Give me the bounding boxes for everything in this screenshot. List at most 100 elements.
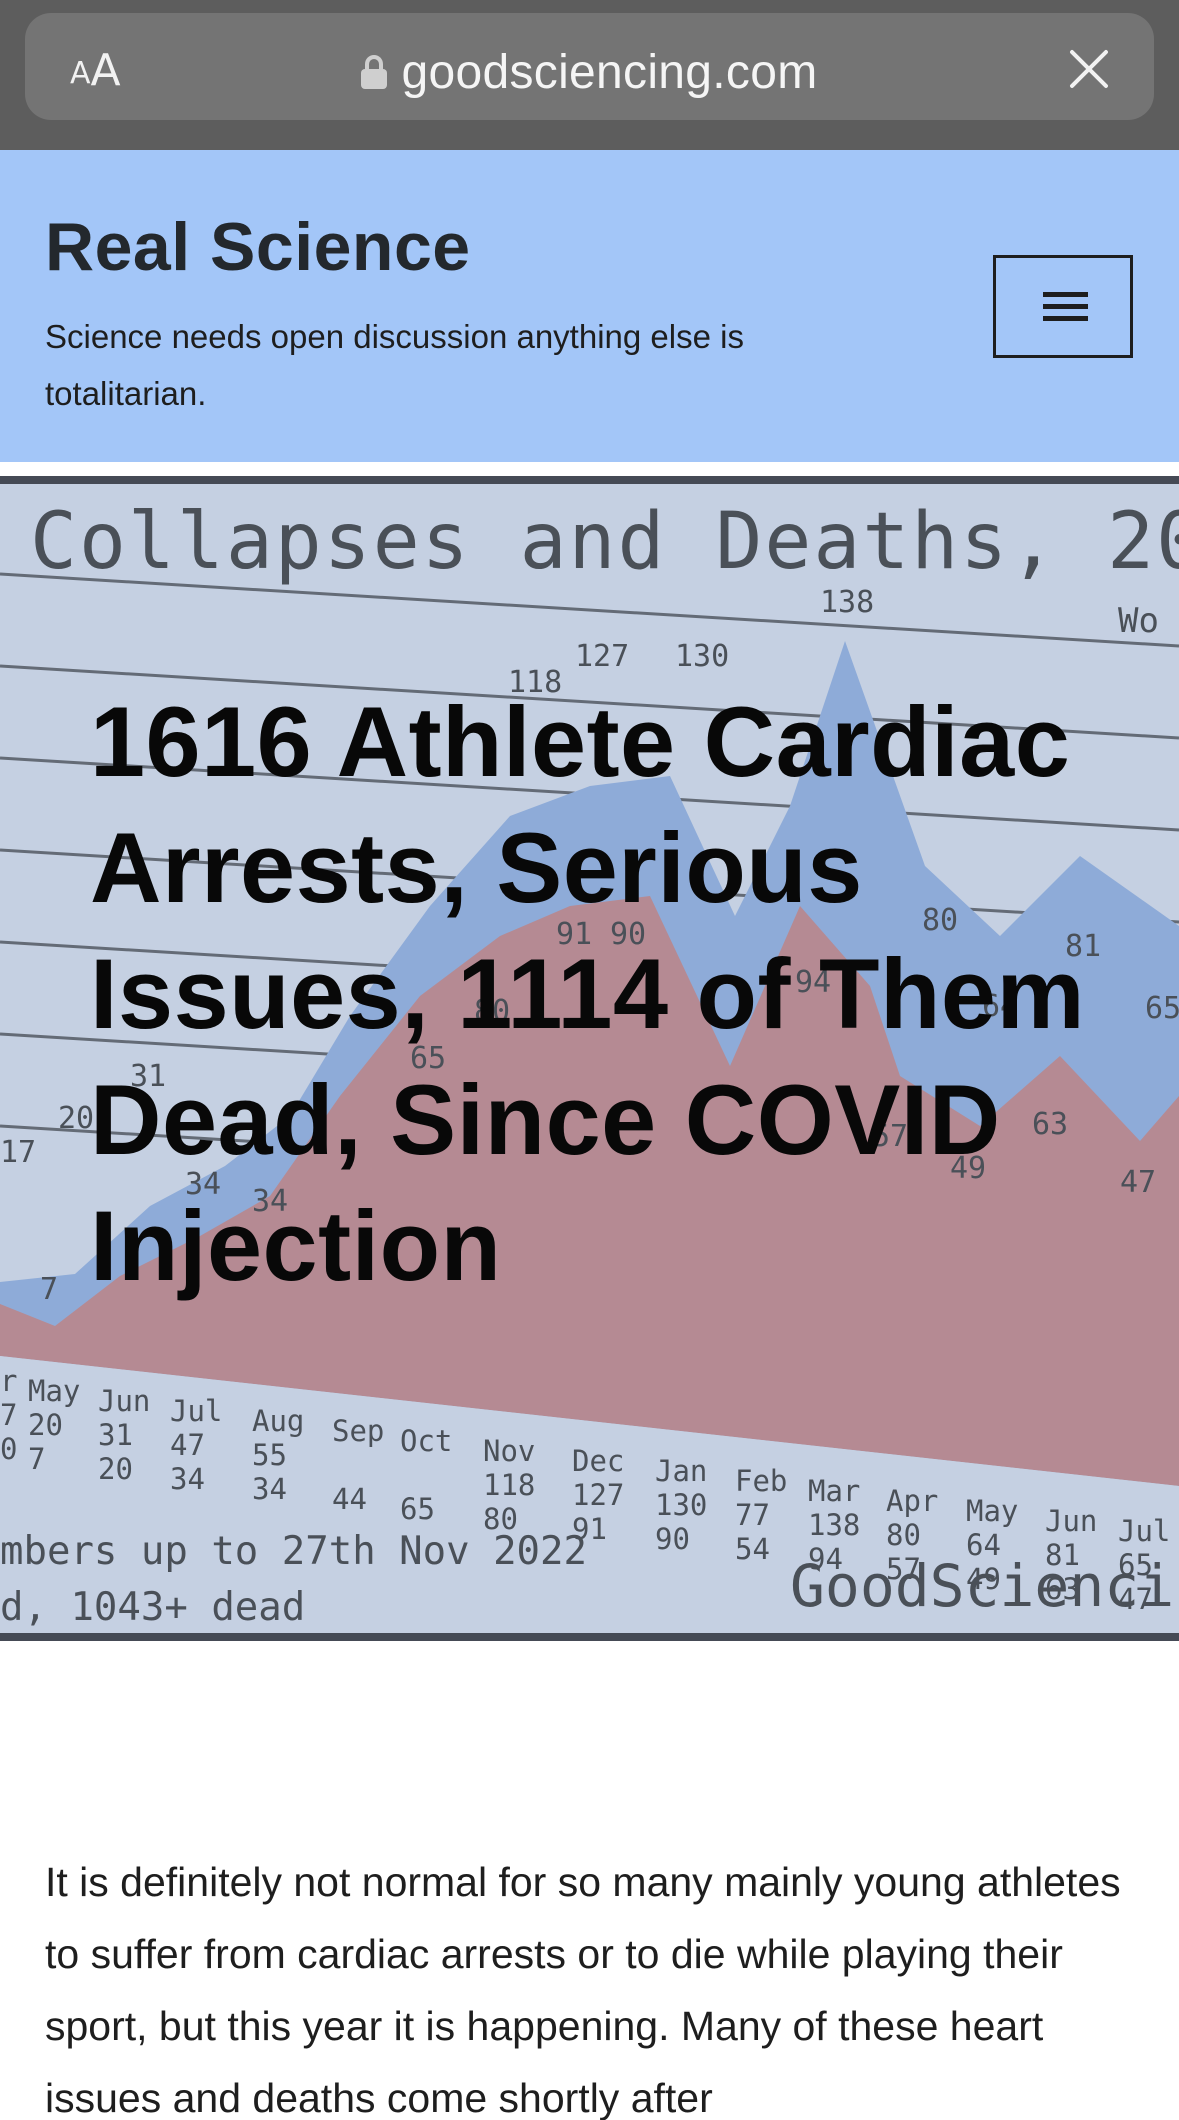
month-value-label: 44 <box>332 1482 367 1516</box>
site-title[interactable]: Real Science <box>45 209 471 285</box>
month-tick-label: Apr <box>886 1484 938 1518</box>
collapses-peak-label: 127 <box>575 639 629 674</box>
text-size-large-glyph: A <box>90 45 121 96</box>
deaths-area <box>0 896 1179 1486</box>
image-watermark: GoodScienci <box>790 1552 1174 1620</box>
collapses-peak-label: 64 <box>982 989 1018 1024</box>
collapses-peak-label: 31 <box>130 1059 166 1094</box>
footer-line-2: d, 1043+ dead <box>0 1585 305 1630</box>
collapses-peak-label: 138 <box>820 585 874 620</box>
post-hero: Collapses and Deaths, 202 Wo 17 20 31 118 12… <box>0 462 1179 1662</box>
month-tick-label: May <box>28 1374 80 1408</box>
month-tick-label: Jun <box>98 1384 150 1418</box>
month-value-label: 80 <box>886 1518 921 1552</box>
site-tagline: Science needs open discussion anything e… <box>45 318 744 412</box>
month-value-label: 34 <box>252 1472 287 1506</box>
text-size-small-glyph: A <box>70 56 91 91</box>
month-value-label: 65 <box>1118 1548 1153 1582</box>
chart-month-labels: r70May207Jun3120Jul4734Aug5534Sep44Oct65… <box>0 1364 1170 1616</box>
collapses-peak-label: 130 <box>675 639 729 674</box>
month-value-label: 80 <box>483 1502 518 1536</box>
featured-image-frame-top <box>0 476 1179 484</box>
month-tick-label: Oct <box>400 1424 452 1458</box>
deaths-peak-label: 90 <box>610 917 646 952</box>
month-tick-label: May <box>966 1494 1018 1528</box>
month-value-label: 49 <box>966 1562 1001 1596</box>
month-value-label: 7 <box>0 1398 17 1432</box>
deaths-peak-label: 49 <box>950 1151 986 1186</box>
deaths-peak-label: 80 <box>474 994 510 1029</box>
month-tick-label: Dec <box>572 1444 624 1478</box>
month-tick-label: Feb <box>735 1464 787 1498</box>
axis-band <box>0 1356 1179 1633</box>
month-value-label: 64 <box>966 1528 1001 1562</box>
deaths-peak-label: 91 <box>556 917 592 952</box>
chart-peak-labels: 17 20 31 118 127 130 138 80 64 81 65 7 34 34 65 80 91 90 9… <box>0 585 1179 1307</box>
month-value-label: 20 <box>98 1452 133 1486</box>
close-icon[interactable] <box>1064 43 1114 93</box>
url-display[interactable]: goodsciencing.com <box>25 49 1154 97</box>
month-tick-label: Mar <box>808 1474 860 1508</box>
deaths-peak-label: 57 <box>872 1119 908 1154</box>
deaths-peak-label: 34 <box>252 1184 288 1219</box>
month-value-label: 57 <box>886 1552 921 1586</box>
month-value-label: 81 <box>1045 1538 1080 1572</box>
hamburger-icon-line <box>1043 316 1088 321</box>
month-tick-label: Jul <box>1118 1514 1170 1548</box>
month-value-label: 90 <box>655 1522 690 1556</box>
month-value-label: 7 <box>28 1442 45 1476</box>
month-tick-label: Sep <box>332 1414 384 1448</box>
month-tick-label: Nov <box>483 1434 535 1468</box>
month-value-label: 118 <box>483 1468 535 1502</box>
month-value-label: 47 <box>1118 1582 1153 1616</box>
deaths-peak-label: 63 <box>1032 1107 1068 1142</box>
collapses-peak-label: 118 <box>508 665 562 700</box>
month-value-label: 0 <box>0 1432 17 1466</box>
deaths-peak-label: 47 <box>1120 1165 1156 1200</box>
site-header: Real Science Science needs open discussi… <box>0 150 1179 462</box>
post-title[interactable]: 1616 Athlete Cardiac Arrests, Serious Is… <box>90 686 1086 1301</box>
month-tick-label: Jan <box>655 1454 707 1488</box>
hamburger-icon-line <box>1043 304 1088 309</box>
legend-fragment: Wo <box>1118 601 1159 641</box>
menu-button[interactable] <box>993 255 1133 358</box>
month-value-label: 77 <box>735 1498 770 1532</box>
address-bar[interactable]: A A goodsciencing.com <box>25 13 1154 120</box>
month-value-label: 34 <box>170 1462 205 1496</box>
month-tick-label: Jun <box>1045 1504 1097 1538</box>
month-tick-label: Jul <box>170 1394 222 1428</box>
month-tick-label: r <box>0 1364 17 1398</box>
deaths-peak-label: 7 <box>40 1272 58 1307</box>
month-value-label: 91 <box>572 1512 607 1546</box>
chart-title: Collapses and Deaths, 202 <box>30 497 1179 587</box>
browser-toolbar: A A goodsciencing.com <box>0 0 1179 150</box>
month-tick-label: Aug <box>252 1404 304 1438</box>
featured-image-frame-bottom <box>0 1633 1179 1641</box>
post-paragraph: It is definitely not normal for so many … <box>45 1859 1121 2120</box>
month-value-label: 31 <box>98 1418 133 1452</box>
month-value-label: 130 <box>655 1488 707 1522</box>
month-value-label: 94 <box>808 1542 843 1576</box>
featured-image: Collapses and Deaths, 202 Wo 17203111812… <box>0 476 1179 1641</box>
month-value-label: 65 <box>400 1492 435 1526</box>
month-value-label: 127 <box>572 1478 624 1512</box>
lock-icon <box>361 55 388 91</box>
month-value-label: 20 <box>28 1408 63 1442</box>
collapses-peak-label: 80 <box>922 903 958 938</box>
deaths-peak-label: 65 <box>410 1041 446 1076</box>
post-content: It is definitely not normal for so many … <box>45 1846 1145 2120</box>
month-value-label: 54 <box>735 1532 770 1566</box>
text-size-button[interactable]: A A <box>70 41 121 93</box>
month-value-label: 55 <box>252 1438 287 1472</box>
deaths-peak-label: 34 <box>185 1167 221 1202</box>
url-text: goodsciencing.com <box>401 46 818 99</box>
deaths-peak-label: 94 <box>795 965 831 1000</box>
footer-line-1: mbers up to 27th Nov 2022 <box>0 1529 587 1574</box>
collapses-peak-label: 17 <box>0 1135 36 1170</box>
month-value-label: 47 <box>170 1428 205 1462</box>
collapses-peak-label: 20 <box>58 1101 94 1136</box>
collapses-peak-label: 81 <box>1065 929 1101 964</box>
month-value-label: 63 <box>1045 1572 1080 1606</box>
collapses-peak-label: 65 <box>1145 991 1179 1026</box>
month-value-label: 138 <box>808 1508 860 1542</box>
